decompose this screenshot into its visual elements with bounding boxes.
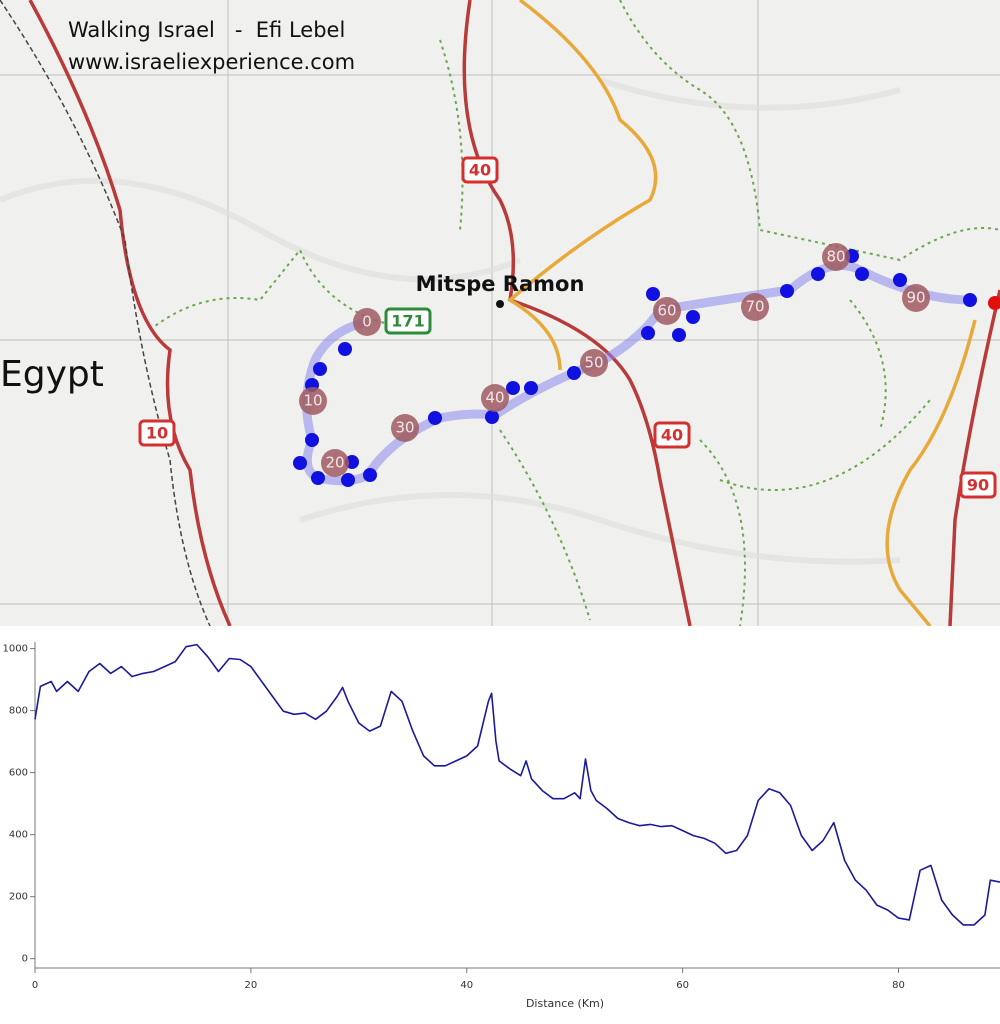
y-tick-label: 600	[9, 768, 28, 779]
road-sign	[384, 307, 432, 335]
route-point	[305, 433, 319, 447]
route-point	[672, 328, 686, 342]
x-axis-title: Distance (Km)	[526, 997, 604, 1010]
x-tick-label: 40	[460, 980, 473, 991]
km-marker-label: 40	[485, 389, 504, 407]
y-tick-label: 1000	[3, 644, 28, 655]
km-marker-label: 50	[584, 354, 603, 372]
km-marker	[822, 243, 850, 271]
route-point	[506, 381, 520, 395]
town-label: Mitspe Ramon	[416, 272, 585, 296]
route-point	[293, 456, 307, 470]
elevation-line	[34, 643, 1000, 926]
x-tick-label: 0	[32, 980, 38, 991]
road-sign	[138, 419, 176, 447]
road-sign-label: 40	[661, 426, 683, 445]
route-point	[428, 411, 442, 425]
route-point	[811, 267, 825, 281]
route-point	[567, 366, 581, 380]
route-end	[988, 296, 1000, 310]
km-marker	[481, 384, 509, 412]
town-dot	[496, 300, 504, 308]
km-marker	[353, 308, 381, 336]
km-marker-label: 20	[325, 454, 344, 472]
km-marker-label: 70	[745, 298, 764, 316]
header-url: www.israeliexperience.com	[68, 50, 356, 74]
route-point	[855, 267, 869, 281]
route-point	[893, 273, 907, 287]
route-point	[963, 293, 977, 307]
route-point	[338, 342, 352, 356]
route-point	[363, 468, 377, 482]
road-sign	[653, 421, 691, 449]
route-point	[524, 381, 538, 395]
terrain	[0, 77, 901, 565]
x-tick-label: 20	[245, 980, 258, 991]
km-marker-label: 0	[362, 313, 372, 331]
road-sign	[461, 156, 499, 184]
road-sign-label: 10	[146, 424, 168, 443]
route-points	[293, 249, 977, 487]
roads	[0, 0, 1000, 626]
map: 0 10 20 30 40 50 60 70 80 90 Mitspe Ramon Egypt 4…	[0, 0, 1000, 626]
km-marker-label: 60	[657, 302, 676, 320]
route-point	[686, 310, 700, 324]
x-tick-label: 80	[892, 980, 905, 991]
route-point	[341, 473, 355, 487]
km-marker	[653, 297, 681, 325]
road-sign-label: 171	[391, 312, 424, 331]
y-tick-label: 400	[9, 830, 28, 841]
map-background	[0, 0, 1000, 626]
km-marker-label: 90	[906, 289, 925, 307]
km-marker	[321, 449, 349, 477]
route-point	[313, 362, 327, 376]
header-title: Walking Israel - Efi Lebel	[68, 18, 346, 42]
y-tick-label: 0	[22, 954, 28, 965]
country-label: Egypt	[0, 354, 104, 395]
chart-background	[0, 626, 1000, 1024]
route-point	[641, 326, 655, 340]
road-sign-label: 90	[967, 476, 989, 495]
km-marker-label: 80	[826, 248, 845, 266]
elevation-chart: Distance (Km) 0 200 400 600 800 1000 0 20 40 60 80	[0, 626, 1000, 1024]
road-sign-label: 40	[469, 161, 491, 180]
km-marker	[741, 293, 769, 321]
route-point	[646, 287, 660, 301]
road-sign	[959, 471, 997, 499]
km-marker	[902, 284, 930, 312]
km-marker	[580, 349, 608, 377]
y-tick-label: 800	[9, 706, 28, 717]
route-point	[311, 471, 325, 485]
km-marker-label: 10	[303, 392, 322, 410]
y-tick-label: 200	[9, 892, 28, 903]
route-point	[780, 284, 794, 298]
route-point	[485, 410, 499, 424]
km-marker	[299, 387, 327, 415]
km-marker-label: 30	[395, 419, 414, 437]
x-tick-label: 60	[676, 980, 689, 991]
km-marker	[391, 414, 419, 442]
